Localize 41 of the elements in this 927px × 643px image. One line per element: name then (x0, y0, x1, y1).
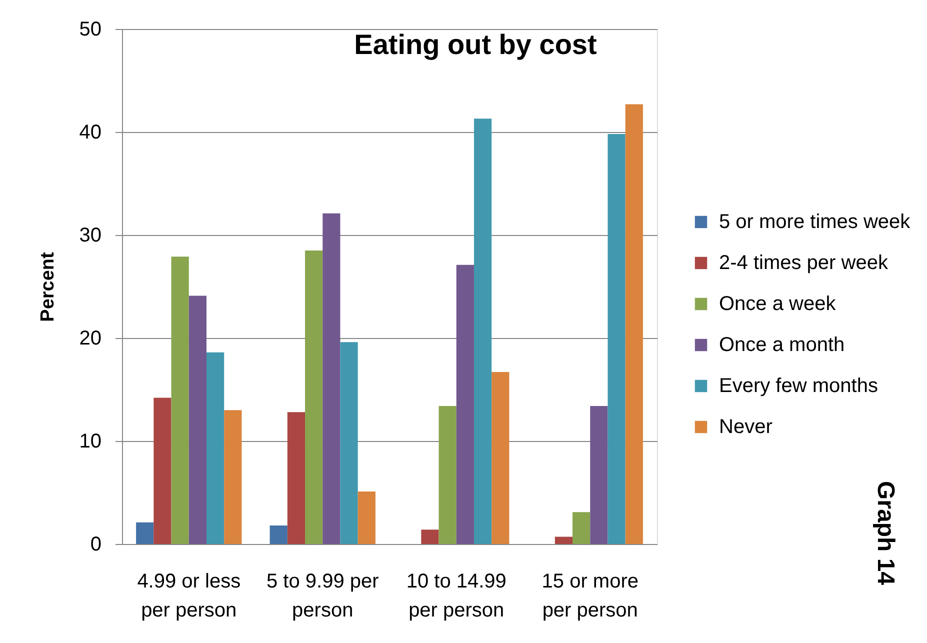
bar (136, 522, 154, 544)
bar (608, 134, 626, 544)
bar (287, 412, 306, 544)
bar (322, 213, 340, 544)
bar (305, 250, 323, 544)
x-tick-label: 15 or more per person (542, 570, 638, 622)
legend-label: Once a week (719, 293, 837, 315)
y-tick-label: 30 (79, 224, 102, 246)
y-tick-label: 40 (79, 122, 102, 144)
x-tick-label: 5 to 9.99 per person (266, 570, 380, 622)
bar (206, 352, 224, 544)
legend-label: 5 or more times week (719, 211, 912, 233)
bar (590, 406, 608, 544)
bar (438, 406, 456, 544)
legend-label: Never (719, 416, 773, 438)
bar (270, 525, 288, 544)
bar (171, 256, 189, 544)
legend-label: Every few months (719, 375, 878, 397)
bar (456, 264, 474, 544)
bar (358, 491, 376, 544)
y-tick-label: 10 (79, 430, 102, 452)
bar (340, 342, 358, 544)
bar (474, 118, 492, 544)
bar (572, 512, 590, 544)
bar (188, 296, 206, 544)
y-tick-label: 50 (79, 18, 102, 40)
legend-label: 2-4 times per week (719, 252, 889, 274)
bar (554, 536, 573, 544)
bar (625, 104, 643, 544)
bar (421, 530, 439, 544)
y-tick-label: 20 (79, 328, 102, 350)
x-tick-label: 4.99 or less per person (137, 570, 241, 622)
bar (492, 372, 510, 544)
bar (224, 410, 242, 544)
y-axis-title: Percent (37, 251, 58, 322)
y-tick-label: 0 (90, 534, 102, 556)
caption: Graph 14 (872, 480, 899, 586)
legend-label: Once a month (719, 334, 845, 356)
bar (154, 398, 172, 544)
x-tick-label: 10 to 14.99 per person (406, 570, 506, 622)
chart-title: Eating out by cost (354, 29, 597, 60)
